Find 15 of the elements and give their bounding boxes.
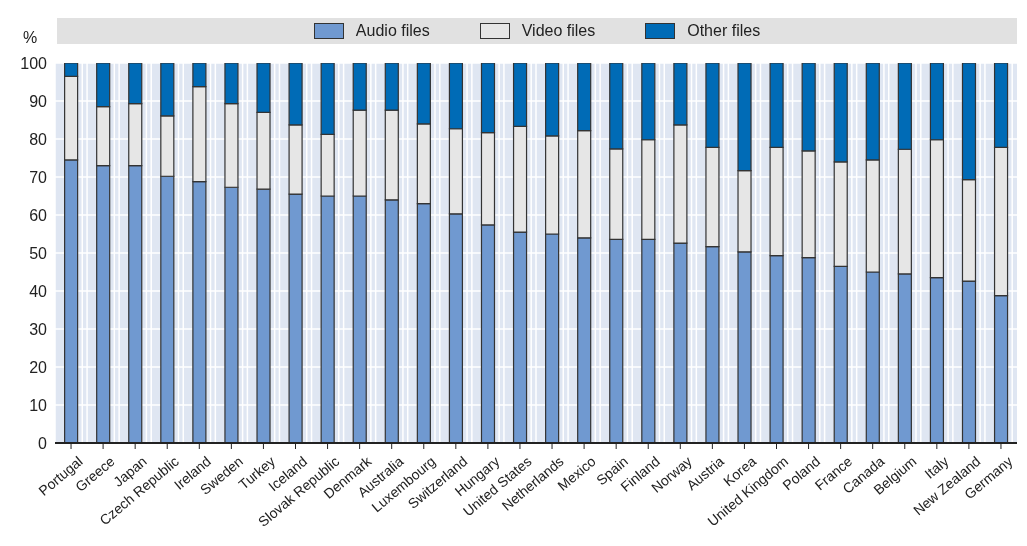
y-axis-title: % <box>22 29 38 46</box>
legend-label: Video files <box>521 22 596 40</box>
y-tick-label: 80 <box>29 130 48 148</box>
y-tick-label: 50 <box>29 244 48 262</box>
y-tick-label: 20 <box>29 358 48 376</box>
y-tick-label: 60 <box>29 206 48 224</box>
y-tick-label: 100 <box>20 54 48 72</box>
y-tick-label: 70 <box>29 168 48 186</box>
y-tick-label: 0 <box>38 434 48 452</box>
legend-label: Other files <box>687 22 761 40</box>
y-tick-label: 40 <box>29 282 48 300</box>
y-tick-label: 30 <box>29 320 48 338</box>
y-tick-label: 90 <box>29 92 48 110</box>
y-tick-label: 10 <box>29 396 48 414</box>
legend-label: Audio files <box>355 22 430 40</box>
